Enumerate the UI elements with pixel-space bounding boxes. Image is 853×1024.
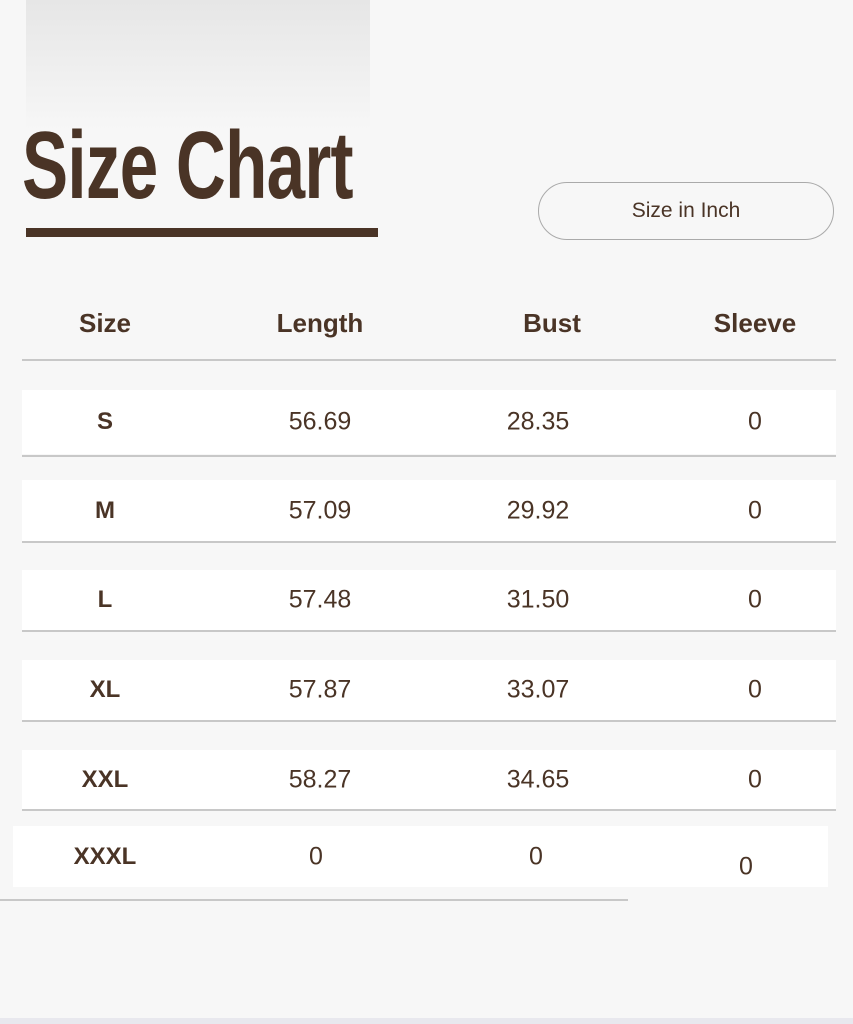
column-header-length: Length (276, 308, 364, 338)
cell-size: XL (89, 676, 121, 703)
row-divider (22, 630, 836, 632)
cell-length: 56.69 (288, 407, 352, 436)
header-image-fade (26, 0, 370, 130)
cell-size: M (95, 496, 115, 524)
cell-size: L (97, 586, 113, 613)
cell-length: 58.27 (288, 765, 352, 793)
cell-length: 57.87 (288, 675, 352, 704)
page-title: Size Chart (22, 112, 354, 219)
table-row: L 57.48 31.50 0 (22, 570, 836, 630)
cell-length: 0 (309, 842, 323, 870)
cell-sleeve: 0 (748, 765, 762, 793)
column-header-sleeve: Sleeve (713, 308, 797, 338)
cell-sleeve: 0 (748, 496, 762, 524)
cell-sleeve: 0 (748, 675, 762, 704)
table-row: XL 57.87 33.07 0 (22, 660, 836, 720)
cell-length: 57.48 (288, 585, 352, 614)
cell-size: XXXL (73, 842, 137, 870)
column-header-bust: Bust (523, 308, 581, 338)
row-divider (22, 809, 836, 811)
cell-sleeve: 0 (748, 407, 762, 436)
row-divider (22, 455, 836, 457)
table-row: XXL 58.27 34.65 0 (22, 750, 836, 809)
cell-bust: 33.07 (506, 675, 570, 704)
table-row: XXXL 0 0 0 (13, 826, 828, 887)
cell-length: 57.09 (288, 496, 352, 524)
cell-bust: 31.50 (506, 585, 570, 614)
row-divider (22, 720, 836, 722)
bottom-edge (0, 1018, 853, 1024)
cell-bust: 29.92 (506, 496, 570, 524)
row-divider (0, 899, 628, 901)
header-divider (22, 359, 836, 361)
cell-size: XXL (81, 765, 129, 793)
table-row: S 56.69 28.35 0 (22, 390, 836, 454)
cell-bust: 34.65 (506, 765, 570, 793)
cell-bust: 28.35 (506, 407, 570, 436)
unit-badge: Size in Inch (538, 182, 834, 240)
cell-bust: 0 (529, 842, 543, 870)
cell-sleeve: 0 (739, 852, 753, 881)
cell-sleeve: 0 (748, 585, 762, 614)
column-header-size: Size (78, 308, 132, 338)
row-divider (22, 541, 836, 543)
cell-size: S (96, 408, 114, 435)
table-row: M 57.09 29.92 0 (22, 480, 836, 541)
title-underline (26, 228, 378, 237)
